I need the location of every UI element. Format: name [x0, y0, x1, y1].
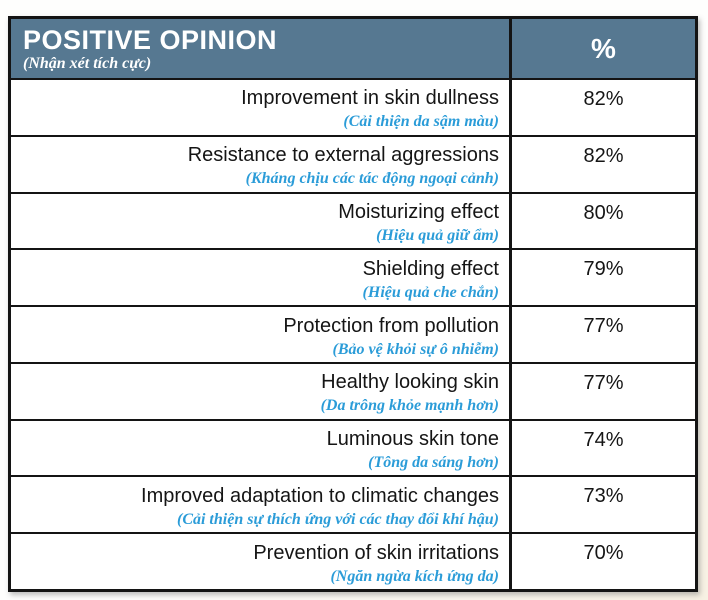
table-row: Resistance to external aggressions (Khán… [11, 134, 695, 192]
table-row: Improvement in skin dullness (Cải thiện … [11, 78, 695, 135]
table-row: Shielding effect (Hiệu quả che chắn) 79% [11, 248, 695, 306]
opinion-label: Resistance to external aggressions [187, 144, 499, 167]
table-row: Prevention of skin irritations (Ngăn ngừ… [11, 532, 695, 590]
percent-value: 82% [509, 136, 695, 192]
opinion-label: Prevention of skin irritations [253, 541, 499, 564]
table-row: Improved adaptation to climatic changes … [11, 475, 695, 533]
table-rows: Improvement in skin dullness (Cải thiện … [11, 78, 695, 590]
table-row: Luminous skin tone (Tông da sáng hơn) 74… [11, 418, 695, 476]
table-header-cell: POSITIVE OPINION (Nhận xét tích cực) [11, 19, 509, 78]
percent-value: 73% [509, 477, 695, 533]
percent-value: 79% [509, 250, 695, 306]
opinion-label-cell: Resistance to external aggressions (Khán… [11, 137, 509, 192]
opinion-label-cell: Prevention of skin irritations (Ngăn ngừ… [11, 534, 509, 589]
opinion-label: Protection from pollution [283, 314, 499, 337]
opinion-label-translation: (Da trông khỏe mạnh hơn) [320, 397, 499, 415]
percent-value: 70% [509, 534, 695, 590]
positive-opinion-table: POSITIVE OPINION (Nhận xét tích cực) % I… [8, 16, 698, 592]
opinion-label-translation: (Cải thiện sự thích ứng với các thay đổi… [176, 510, 499, 528]
table-row: Protection from pollution (Bảo vệ khỏi s… [11, 305, 695, 362]
opinion-label-translation: (Ngăn ngừa kích ứng da) [330, 567, 499, 585]
opinion-label-cell: Shielding effect (Hiệu quả che chắn) [11, 250, 509, 305]
opinion-label-cell: Luminous skin tone (Tông da sáng hơn) [11, 421, 509, 476]
table-row: Healthy looking skin (Da trông khỏe mạnh… [11, 361, 695, 419]
opinion-label-cell: Moisturizing effect (Hiệu quả giữ ẩm) [11, 194, 509, 249]
percent-value: 77% [509, 307, 695, 362]
opinion-label-cell: Healthy looking skin (Da trông khỏe mạnh… [11, 364, 509, 419]
percent-value: 80% [509, 193, 695, 249]
opinion-label-translation: (Kháng chịu các tác động ngoại cảnh) [245, 170, 499, 188]
opinion-label: Shielding effect [362, 257, 499, 280]
opinion-label: Improvement in skin dullness [241, 87, 499, 110]
percent-value: 82% [509, 80, 695, 135]
opinion-label-translation: (Tông da sáng hơn) [368, 454, 499, 472]
opinion-label-cell: Improved adaptation to climatic changes … [11, 477, 509, 532]
percent-value: 74% [509, 420, 695, 476]
opinion-label: Luminous skin tone [326, 428, 499, 451]
opinion-label-translation: (Cải thiện da sậm màu) [343, 113, 499, 131]
percent-column-header: % [509, 19, 695, 78]
opinion-label: Improved adaptation to climatic changes [141, 484, 499, 507]
opinion-label: Healthy looking skin [321, 371, 499, 394]
table-row: Moisturizing effect (Hiệu quả giữ ẩm) 80… [11, 191, 695, 249]
opinion-label-translation: (Hiệu quả che chắn) [362, 283, 499, 301]
table-title: POSITIVE OPINION [23, 25, 278, 55]
table-subtitle-translation: (Nhận xét tích cực) [23, 55, 152, 72]
opinion-label-translation: (Bảo vệ khỏi sự ô nhiễm) [332, 340, 499, 358]
opinion-label-translation: (Hiệu quả giữ ẩm) [376, 226, 499, 244]
opinion-label: Moisturizing effect [338, 200, 499, 223]
table-header-row: POSITIVE OPINION (Nhận xét tích cực) % [11, 19, 695, 78]
opinion-label-cell: Protection from pollution (Bảo vệ khỏi s… [11, 307, 509, 362]
opinion-label-cell: Improvement in skin dullness (Cải thiện … [11, 80, 509, 135]
percent-value: 77% [509, 363, 695, 419]
